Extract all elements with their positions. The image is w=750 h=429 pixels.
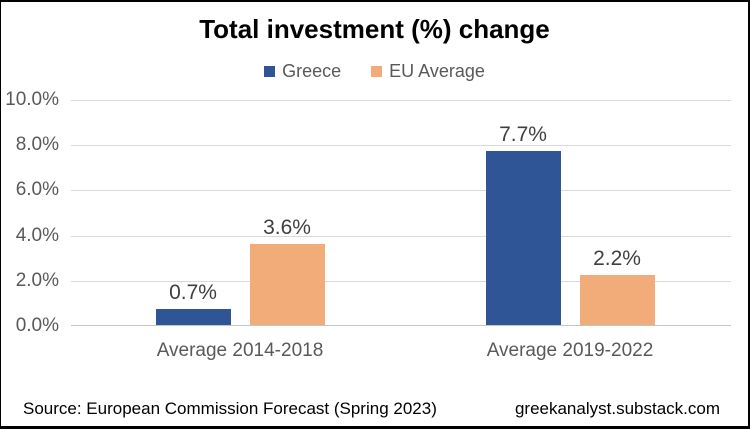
legend-swatch-greece-icon [264,66,276,77]
y-tick-label: 2.0% [15,270,59,291]
legend-item-eu-average: EU Average [371,61,485,82]
legend-swatch-eu-average-icon [371,66,383,77]
site-text: greekanalyst.substack.com [514,399,720,418]
legend-label-greece: Greece [282,61,342,81]
bar-greece-1 [155,309,231,325]
y-tick-label: 4.0% [15,225,59,246]
category-label: Average 2014-2018 [156,340,324,361]
chart-title: Total investment (%) change [199,14,550,44]
data-label: 2.2% [593,247,641,270]
plot-area: 0.7% 3.6% 7.7% 2.2% [71,100,731,326]
bar-eu-average-2 [579,275,655,325]
bar-eu-average-1 [249,244,325,325]
gridline [71,281,731,282]
x-axis-line [71,325,731,326]
legend-label-eu-average: EU Average [389,61,485,81]
y-tick-label: 8.0% [15,134,59,155]
y-axis: 10.0% 8.0% 6.0% 4.0% 2.0% 0.0% [1,89,59,336]
data-label: 3.6% [263,216,311,239]
category-label: Average 2019-2022 [486,340,654,361]
y-tick-label: 6.0% [15,179,59,200]
gridline [71,145,731,146]
data-label: 0.7% [169,281,217,304]
data-label: 7.7% [499,123,547,146]
y-tick-label: 10.0% [5,89,59,110]
gridline [71,190,731,191]
legend: Greece EU Average [1,61,748,82]
x-axis: Average 2014-2018 Average 2019-2022 [71,340,731,364]
legend-item-greece: Greece [264,61,341,82]
gridline [71,236,731,237]
gridline [71,100,731,101]
y-tick-label: 0.0% [15,315,59,336]
footer: Source: European Commission Forecast (Sp… [23,399,720,419]
bar-greece-2 [485,151,561,325]
source-text: Source: European Commission Forecast (Sp… [23,399,437,418]
